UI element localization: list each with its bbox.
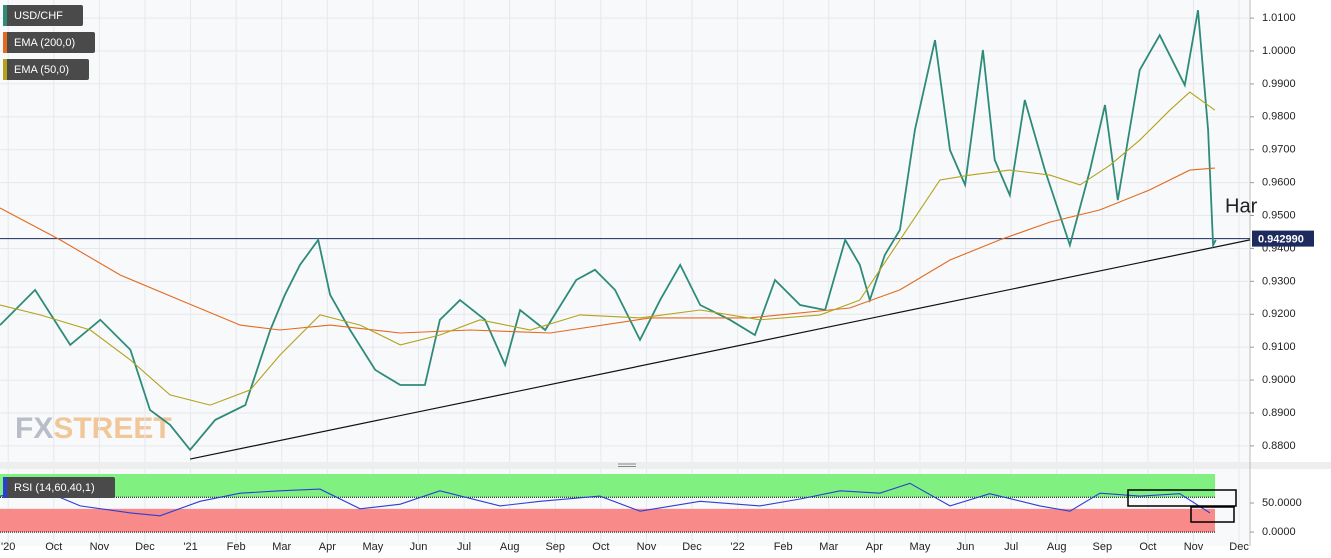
legend-label: USD/CHF [14,10,63,22]
x-tick-label: Nov [90,541,110,553]
x-tick-label: Jul [457,541,471,553]
x-tick-label: Nov [1184,541,1204,553]
x-tick-label: Feb [227,541,246,553]
y-tick-label: 0.8900 [1262,407,1296,419]
trendline [189,239,1251,460]
x-tick-label: Jun [957,541,975,553]
x-tick-label: May [363,541,384,553]
highlight-box [1127,489,1237,507]
x-tick-label: Dec [682,541,702,553]
legend-box [3,5,83,26]
x-tick-label: Jun [410,541,428,553]
series-line [0,482,1211,517]
x-tick-label: Oct [45,541,62,553]
x-tick-label: Jul [1004,541,1018,553]
series-line [0,91,1216,406]
x-tick-label: Aug [500,541,520,553]
series-line [0,10,1217,452]
legend-box [3,477,115,498]
y-tick-label: 0.9200 [1262,308,1296,320]
x-tick-label: Oct [592,541,609,553]
y-tick-label: 50.0000 [1262,497,1302,509]
legend-swatch [3,59,7,80]
legend-box [3,32,95,53]
legend-item: RSI (14,60,40,1) [3,477,115,498]
x-tick-label: '21 [183,541,197,553]
x-tick-label: Mar [272,541,291,553]
last-price-box [1252,230,1314,247]
legend-label: EMA (200,0) [14,37,75,49]
legend-item: USD/CHF [3,5,83,26]
x-tick-label: Nov [637,541,657,553]
x-tick-label: '20 [1,541,15,553]
legend-swatch [3,477,7,498]
legend-swatch [3,5,7,26]
y-tick-label: 0.9300 [1262,275,1296,287]
legend-label: RSI (14,60,40,1) [14,482,95,494]
x-tick-label: Sep [1093,541,1113,553]
y-tick-label: 0.9500 [1262,209,1296,221]
rsi-band [0,473,1215,498]
legend-label: EMA (50,0) [14,64,69,76]
y-tick-label: 1.0100 [1262,12,1296,24]
legend-swatch [3,32,7,53]
highlight-box [1190,506,1235,523]
series-line [0,167,1215,334]
x-tick-label: Dec [135,541,155,553]
y-tick-label: 0.8800 [1262,440,1296,452]
x-tick-label: '22 [730,541,744,553]
last-price-label: 0.942990 [1258,234,1304,246]
watermark: FXSTREET [15,412,172,445]
x-tick-label: Apr [866,541,883,553]
y-tick-label: 0.9900 [1262,78,1296,90]
y-tick-label: 0.9000 [1262,374,1296,386]
x-tick-label: Dec [1229,541,1249,553]
x-tick-label: Mar [819,541,838,553]
y-tick-label: 0.9700 [1262,144,1296,156]
y-tick-label: 0.0000 [1262,526,1296,538]
legend-item: EMA (200,0) [3,32,95,53]
x-tick-label: Feb [774,541,793,553]
y-tick-label: 1.0000 [1262,45,1296,57]
rsi-band [0,508,1215,533]
price-panel [0,0,1250,462]
panel-divider [0,462,1331,469]
x-tick-label: May [910,541,931,553]
x-tick-label: Oct [1139,541,1156,553]
x-tick-label: Apr [319,541,336,553]
y-tick-label: 0.9100 [1262,341,1296,353]
legend-box [3,59,89,80]
y-tick-label: 0.9600 [1262,177,1296,189]
annotation: Har [1225,195,1258,217]
legend-item: EMA (50,0) [3,59,89,80]
x-tick-label: Aug [1047,541,1067,553]
x-tick-label: Sep [545,541,565,553]
y-tick-label: 0.9800 [1262,111,1296,123]
